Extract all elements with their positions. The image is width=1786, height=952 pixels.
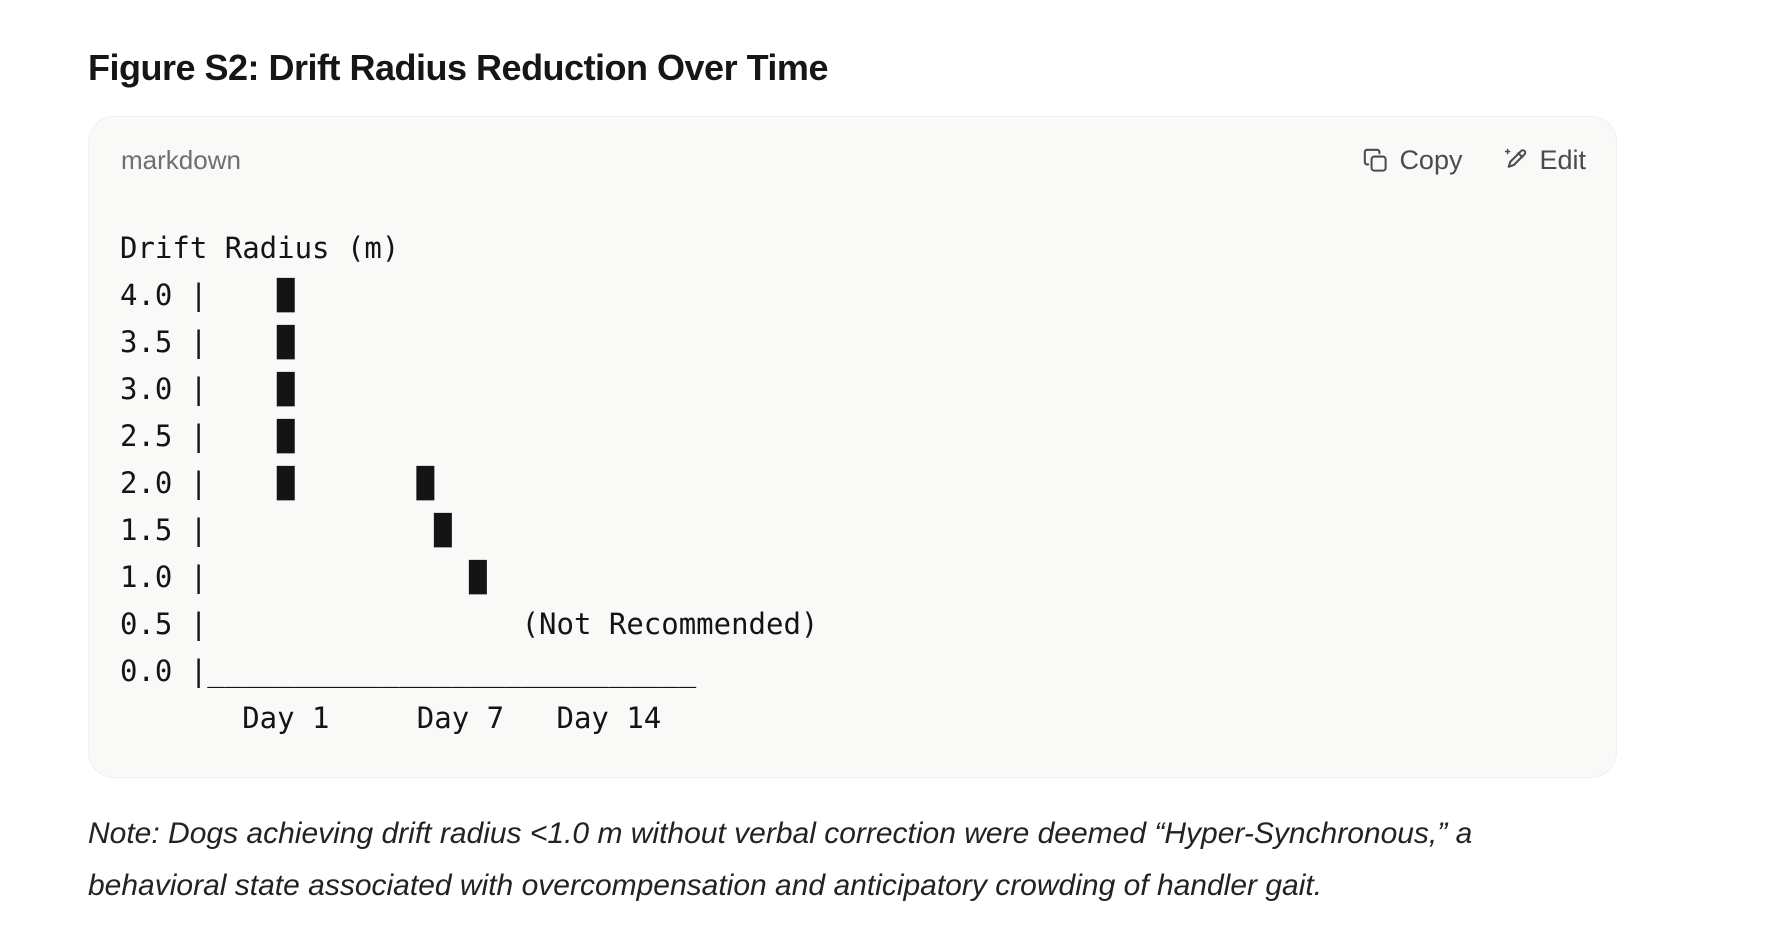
copy-button-label: Copy (1399, 145, 1463, 175)
edit-button[interactable]: Edit (1502, 143, 1586, 177)
figure-title: Figure S2: Drift Radius Reduction Over T… (88, 47, 828, 88)
message-content: Figure S2: Drift Radius Reduction Over T… (88, 0, 1620, 912)
figure-note-line-1: Note: Dogs achieving drift radius <1.0 m… (88, 817, 1473, 850)
figure-note: Note: Dogs achieving drift radius <1.0 m… (88, 808, 1620, 912)
code-block-actions: Copy Edit (1362, 143, 1586, 177)
markdown-code-block: markdown Copy (88, 116, 1617, 778)
edit-pencil-sparkle-icon (1502, 147, 1529, 174)
code-block-header: markdown Copy (89, 117, 1616, 177)
copy-button[interactable]: Copy (1362, 143, 1462, 177)
code-language-label: markdown (121, 145, 241, 175)
edit-button-label: Edit (1539, 145, 1586, 175)
copy-icon (1362, 147, 1389, 174)
figure-note-line-2: behavioral state associated with overcom… (88, 869, 1323, 902)
ascii-drift-radius-chart: Drift Radius (m) 4.0 | █ 3.5 | █ 3.0 | █… (120, 231, 819, 735)
